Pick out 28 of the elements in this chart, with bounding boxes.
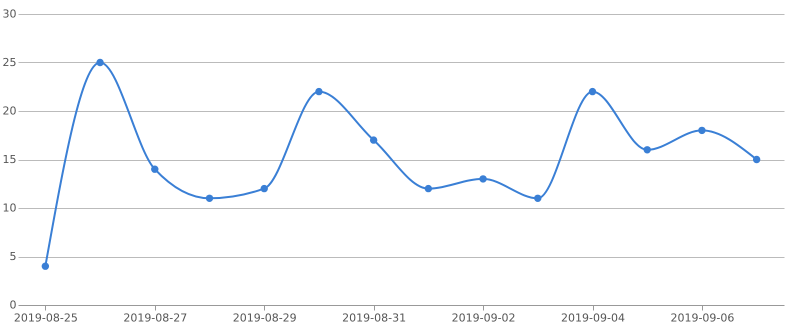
x-tick-label: 2019-09-02 (452, 312, 516, 324)
point (644, 146, 651, 154)
y-tick-label: 30 (2, 8, 16, 20)
y-tick-label: 0 (10, 298, 16, 312)
point (479, 175, 487, 183)
x-tick-label: 2019-09-04 (561, 312, 625, 324)
y-tick-label: 20 (2, 104, 16, 118)
x-tick-label: 2019-08-25 (14, 312, 78, 324)
point (698, 126, 706, 134)
point (588, 88, 596, 96)
point (315, 88, 323, 96)
y-tick-label: 5 (10, 250, 16, 263)
y-tick-label: 25 (2, 56, 16, 69)
point (424, 184, 432, 192)
x-tick-label: 2019-09-06 (670, 312, 734, 324)
x-tick-label: 2019-08-29 (232, 312, 297, 324)
point (370, 136, 378, 144)
point (151, 166, 158, 173)
point (260, 184, 268, 192)
point (96, 58, 104, 66)
point (42, 262, 50, 270)
point (534, 194, 542, 202)
y-tick-label: 10 (2, 202, 16, 214)
point (206, 194, 214, 202)
x-tick-label: 2019-08-31 (342, 312, 406, 324)
point (752, 156, 760, 164)
y-tick-label: 15 (2, 153, 16, 166)
x-tick-label: 2019-08-27 (123, 312, 188, 324)
